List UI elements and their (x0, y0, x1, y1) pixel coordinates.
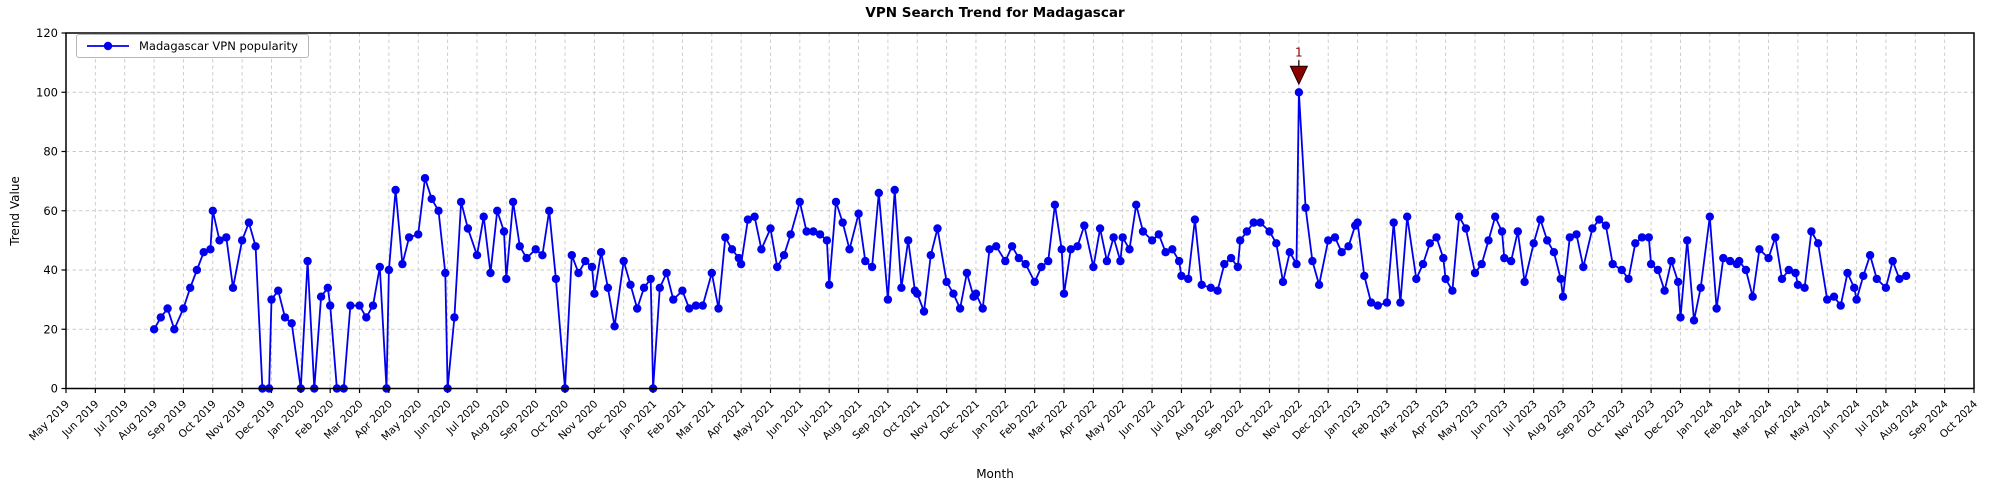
chart-title: VPN Search Trend for Madagascar (865, 5, 1125, 21)
annotation-marker: 1 (1289, 45, 1309, 86)
svg-text:40: 40 (43, 263, 58, 277)
data-markers (149, 88, 1911, 393)
svg-text:20: 20 (43, 322, 58, 336)
legend: Madagascar VPN popularity (76, 34, 309, 58)
svg-text:80: 80 (43, 145, 58, 159)
svg-text:120: 120 (36, 26, 58, 40)
grid-layer (66, 33, 1974, 389)
legend-line-swatch (87, 41, 129, 51)
legend-label: Madagascar VPN popularity (139, 39, 298, 53)
x-axis-label: Month (976, 467, 1014, 481)
annotation-label: 1 (1295, 45, 1303, 59)
svg-text:60: 60 (43, 204, 58, 218)
svg-text:0: 0 (51, 382, 58, 396)
svg-text:100: 100 (36, 85, 58, 99)
y-tick-labels: 0 20 40 60 80 100 120 (36, 26, 66, 396)
legend-marker-icon (103, 41, 113, 51)
y-axis-label: Trend Value (8, 176, 22, 246)
